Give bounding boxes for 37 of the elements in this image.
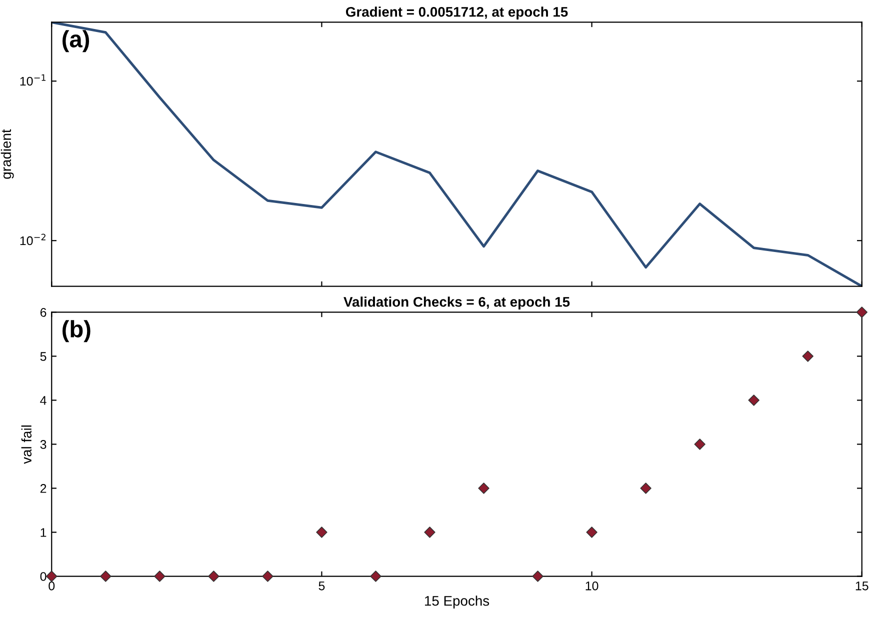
y-tick-label: 10$^{−2}$ — [20, 234, 46, 246]
point — [640, 482, 652, 494]
point — [262, 570, 274, 582]
y-tick-label: 4 — [40, 396, 46, 405]
annotation: (b) — [62, 320, 90, 342]
y-tick-label: 0 — [40, 572, 46, 581]
x-tick-label: 5 — [318, 582, 325, 590]
point — [478, 482, 490, 494]
point — [802, 350, 814, 362]
line-series — [52, 22, 862, 286]
point — [748, 394, 760, 406]
chart-title: Validation Checks = 6, at epoch 15 — [344, 296, 570, 310]
y-tick-label: 10$^{−1}$ — [20, 74, 46, 86]
y-tick-label: 1 — [40, 528, 46, 537]
point — [586, 526, 598, 538]
chart-title: Gradient = 0.0051712, at epoch 15 — [346, 6, 568, 20]
point — [316, 526, 328, 538]
x-tick-label: 15 — [856, 582, 868, 590]
y-axis-title: gradient — [0, 129, 14, 179]
point — [370, 570, 382, 582]
y-axis-title: val fail — [21, 425, 32, 464]
y-tick-label: 2 — [40, 484, 46, 493]
point — [208, 570, 220, 582]
point — [154, 570, 166, 582]
point — [532, 570, 544, 582]
annotation: (a) — [62, 30, 90, 52]
point — [856, 306, 868, 318]
x-axis-title: 15 Epochs — [424, 596, 490, 609]
y-tick-label: 6 — [40, 308, 46, 317]
point — [424, 526, 436, 538]
y-tick-label: 5 — [40, 352, 46, 361]
point — [46, 570, 58, 582]
x-tick-label: 10 — [586, 581, 598, 590]
y-tick-label: 3 — [40, 440, 46, 449]
point — [100, 570, 112, 582]
point — [694, 438, 706, 450]
x-tick-label: 0 — [48, 581, 55, 590]
